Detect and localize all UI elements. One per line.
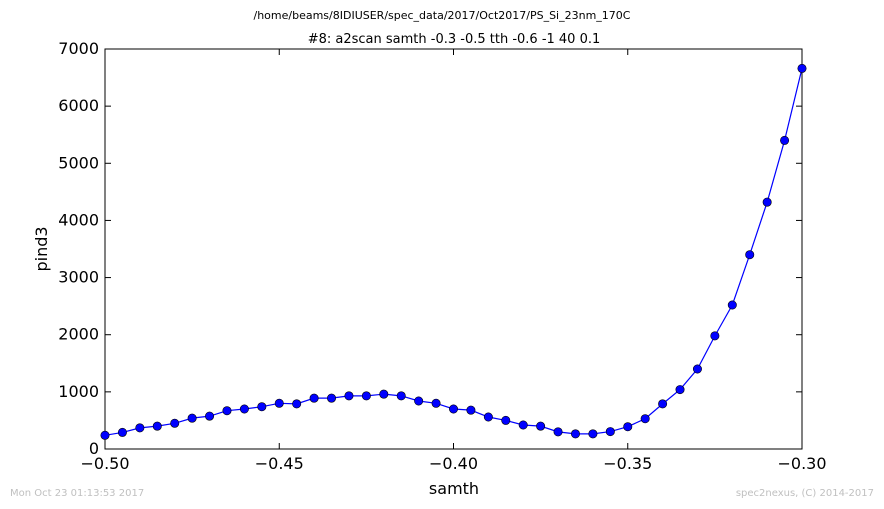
- data-point: [518, 420, 528, 430]
- plot-area: [104, 48, 803, 450]
- chart-suptitle: /home/beams/8IDIUSER/spec_data/2017/Oct2…: [254, 9, 631, 22]
- chart-title: #8: a2scan samth -0.3 -0.5 tth -0.6 -1 4…: [308, 32, 601, 47]
- data-point: [361, 391, 371, 401]
- data-point: [501, 415, 511, 425]
- data-point: [222, 406, 232, 416]
- data-point: [797, 63, 807, 73]
- x-tick-label: −0.35: [603, 454, 652, 473]
- y-tick-label: 0: [89, 439, 99, 458]
- y-tick-label: 6000: [58, 96, 99, 115]
- series-line: [104, 68, 803, 436]
- y-tick-label: 4000: [58, 210, 99, 229]
- footer-credit: spec2nexus, (C) 2014-2017: [735, 488, 874, 499]
- data-point: [745, 250, 755, 260]
- data-point: [414, 396, 424, 406]
- data-point: [327, 393, 337, 403]
- data-point: [553, 427, 563, 437]
- data-point: [658, 399, 668, 409]
- data-point: [257, 402, 267, 412]
- data-point: [448, 404, 458, 414]
- data-point: [570, 429, 580, 439]
- data-point: [274, 398, 284, 408]
- y-tick-label: 2000: [58, 325, 99, 344]
- data-point: [727, 300, 737, 310]
- data-point: [292, 399, 302, 409]
- x-axis: −0.50 −0.45 −0.40 −0.35 −0.30: [80, 49, 827, 473]
- data-point: [379, 389, 389, 399]
- data-point: [187, 413, 197, 423]
- data-point: [466, 405, 476, 415]
- data-point: [536, 421, 546, 431]
- y-tick-label: 3000: [58, 268, 99, 287]
- x-tick-label: −0.40: [429, 454, 478, 473]
- y-tick-label: 7000: [58, 39, 99, 58]
- data-point: [780, 135, 790, 145]
- data-point: [309, 393, 319, 403]
- y-axis-label: pind3: [32, 226, 51, 271]
- x-tick-label: −0.45: [255, 454, 304, 473]
- data-point: [239, 404, 249, 414]
- data-point: [117, 427, 127, 437]
- x-tick-label: −0.50: [80, 454, 129, 473]
- y-axis: 0 1000 2000 3000 4000 5000 6000 7000: [58, 39, 802, 458]
- data-point: [762, 197, 772, 207]
- data-point: [135, 423, 145, 433]
- data-point: [640, 414, 650, 424]
- series: [100, 63, 807, 440]
- data-point: [152, 421, 162, 431]
- x-tick-label: −0.30: [777, 454, 826, 473]
- data-point: [170, 418, 180, 428]
- data-point: [692, 364, 702, 374]
- data-point: [588, 429, 598, 439]
- data-point: [710, 331, 720, 341]
- y-tick-label: 1000: [58, 382, 99, 401]
- data-point: [623, 422, 633, 432]
- y-tick-label: 5000: [58, 153, 99, 172]
- data-point: [431, 398, 441, 408]
- data-point: [605, 427, 615, 437]
- data-point: [675, 385, 685, 395]
- x-axis-label: samth: [429, 479, 479, 498]
- data-point: [344, 391, 354, 401]
- data-point: [100, 430, 110, 440]
- data-point: [205, 411, 215, 421]
- footer-timestamp: Mon Oct 23 01:13:53 2017: [10, 488, 145, 499]
- data-point: [483, 412, 493, 422]
- data-point: [396, 391, 406, 401]
